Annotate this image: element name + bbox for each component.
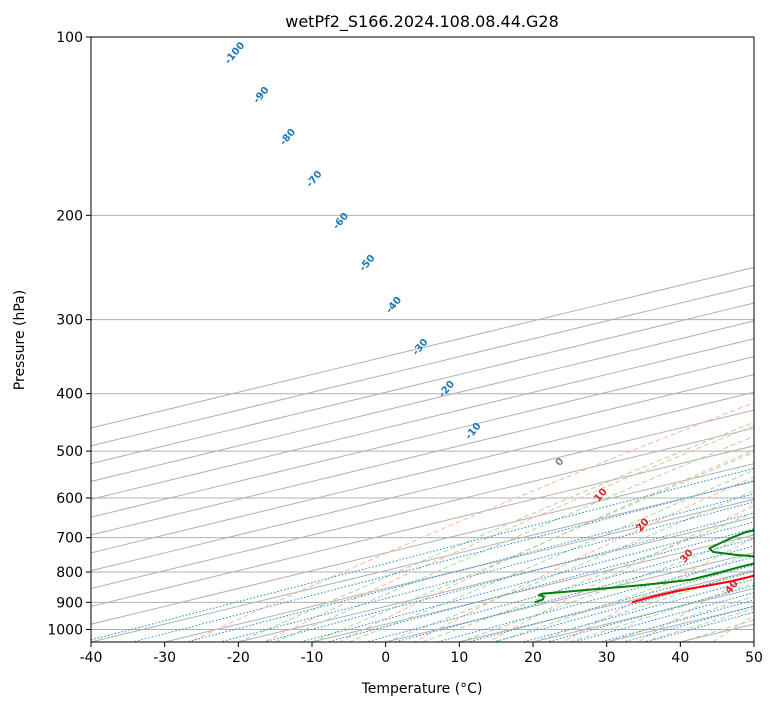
isotherm-line [238,516,754,642]
chart-title: wetPf2_S166.2024.108.08.44.G28 [285,12,559,32]
isotherm-line [91,427,754,589]
x-tick-label: 30 [598,650,616,666]
y-axis-label: Pressure (hPa) [12,290,28,390]
x-tick-label: -40 [80,650,103,666]
mixing-ratio-line [326,528,754,642]
mixing-ratio-line [132,480,754,642]
moist-adiabat-line [238,421,754,642]
dry-adiabat-line [413,476,754,642]
mixing-ratio-line [91,467,754,641]
isotherm-line [91,338,754,500]
isotherm-line [91,480,754,642]
y-tick-label: 200 [56,208,83,224]
mixing-ratio-line [300,521,754,642]
x-axis-label: Temperature (°C) [361,681,483,697]
moist-adiabat-line [496,552,754,642]
isotherm-line [91,463,754,625]
x-tick-label: 40 [671,650,689,666]
isotherm-line [91,266,754,429]
y-tick-label: 1000 [47,622,83,638]
isotherm-line [91,409,754,572]
isotherm-line [91,320,754,482]
x-tick-label: -20 [227,650,250,666]
mixing-ratio-line [522,578,754,642]
y-tick-label: 900 [56,595,83,611]
x-tick-label: 50 [745,650,763,666]
moist-adiabat-line [422,512,754,642]
mixing-ratio-line [219,501,754,642]
y-tick-label: 400 [56,387,83,403]
y-tick-label: 100 [56,30,83,46]
y-tick-label: 700 [56,531,83,547]
x-tick-label: -30 [153,650,176,666]
isotherm-line [91,284,754,447]
dry-adiabat-line [189,402,754,642]
y-tick-label: 300 [56,313,83,329]
dry-adiabat-line [264,425,754,642]
mixing-ratio-line [366,538,754,642]
x-axis-ticks: -40 -30 -20 -10 0 10 20 30 40 50 [80,642,763,666]
mixing-ratio-line [600,599,754,642]
x-tick-label: -10 [301,650,324,666]
mixing-ratio-line [468,564,754,642]
y-tick-label: 500 [56,444,83,460]
isotherm-line [91,391,754,554]
mixing-ratio-line [186,493,754,642]
isotherm-line [164,498,754,642]
moist-adiabat-line [274,435,754,642]
moist-adiabat-line [311,451,754,642]
isotherm-line [91,445,754,607]
plot-frame [90,36,755,643]
isotherm-line [311,534,754,642]
mixing-ratio-line [395,545,754,642]
x-tick-label: 20 [524,650,542,666]
y-tick-label: 800 [56,565,83,581]
y-axis-ticks: 100 200 300 400 500 600 700 800 900 1000 [47,30,91,638]
background-reference-lines [91,37,754,642]
isotherm-line [91,302,754,465]
moist-adiabat-line [385,490,754,642]
x-tick-label: 0 [381,650,390,666]
mixing-ratio-line [573,592,754,642]
y-tick-label: 600 [56,491,83,507]
x-tick-label: 10 [450,650,468,666]
